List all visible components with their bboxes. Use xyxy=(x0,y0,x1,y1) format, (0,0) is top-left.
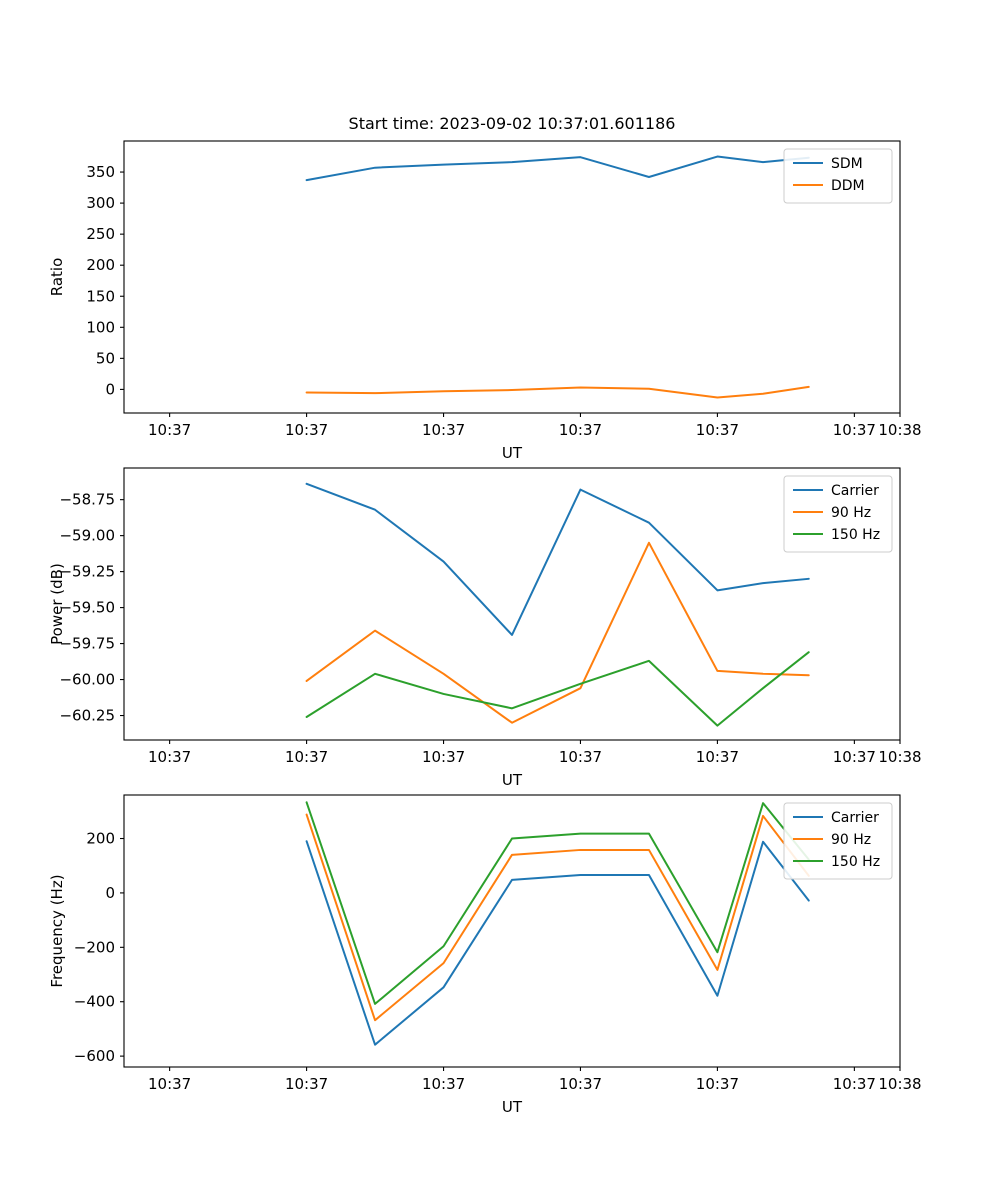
ratio-panel-ytick-label: 50 xyxy=(96,349,115,367)
power-panel-ytick-label: −60.00 xyxy=(59,671,115,689)
ratio-panel-line-sdm xyxy=(305,155,810,182)
ratio-panel-legend-label: DDM xyxy=(831,178,865,194)
power-panel-ytick-label: −60.25 xyxy=(59,707,115,725)
frequency-panel-ytick-label: 0 xyxy=(105,884,115,902)
frequency-panel-xtick-label: 10:37 xyxy=(833,1075,876,1093)
frequency-panel-ytick-label: 200 xyxy=(86,830,115,848)
ratio-panel-xtick-label: 10:37 xyxy=(559,421,602,439)
frequency-panel-xtick-label: 10:37 xyxy=(696,1075,739,1093)
ratio-panel-xtick-label: 10:38 xyxy=(878,421,921,439)
power-panel-ytick-label: −58.75 xyxy=(59,491,115,509)
power-panel-xtick-label: 10:37 xyxy=(833,748,876,766)
frequency-panel-ytick-label: −600 xyxy=(74,1047,115,1065)
power-panel-frame xyxy=(123,467,901,741)
power-panel-ylabel: Power (dB) xyxy=(48,563,66,645)
ratio-panel-ytick-label: 150 xyxy=(86,287,115,305)
power-panel-xtick-label: 10:37 xyxy=(559,748,602,766)
power-panel: −58.75 −59.00 −59.25 −59.50 −59.75 −60.00 −60.… xyxy=(48,467,922,789)
ratio-panel-ytick-label: 0 xyxy=(105,380,115,398)
ratio-panel-ytick-label: 200 xyxy=(86,256,115,274)
frequency-panel-legend-label: 90 Hz xyxy=(831,832,871,848)
frequency-panel-legend: Carrier 90 Hz 150 Hz xyxy=(783,802,893,880)
power-panel-legend-label: Carrier xyxy=(831,483,879,499)
ratio-panel-frame xyxy=(123,140,901,414)
ratio-panel-xtick-label: 10:37 xyxy=(422,421,465,439)
power-panel-line-90-hz xyxy=(305,541,810,724)
frequency-panel-line-150-hz xyxy=(305,801,810,1005)
ratio-panel-ytick-label: 250 xyxy=(86,225,115,243)
power-panel-line-carrier xyxy=(305,482,810,636)
ratio-panel-xtick-label: 10:37 xyxy=(696,421,739,439)
frequency-panel-frame xyxy=(123,794,901,1068)
frequency-panel-legend-label: Carrier xyxy=(831,810,879,826)
frequency-panel-ytick-label: −200 xyxy=(74,938,115,956)
power-panel-ytick-label: −59.00 xyxy=(59,527,115,545)
frequency-panel-xtick-label: 10:38 xyxy=(878,1075,921,1093)
ratio-panel-ytick-label: 300 xyxy=(86,194,115,212)
frequency-panel-xtick-label: 10:37 xyxy=(285,1075,328,1093)
ratio-panel-ylabel: Ratio xyxy=(48,258,66,297)
ratio-panel-xlabel: UT xyxy=(502,444,523,462)
frequency-panel-ylabel: Frequency (Hz) xyxy=(48,874,66,987)
ratio-panel-series-group xyxy=(305,155,810,399)
power-panel-series-group xyxy=(305,482,810,727)
ratio-panel-xtick-label: 10:37 xyxy=(285,421,328,439)
frequency-panel-xtick-label: 10:37 xyxy=(148,1075,191,1093)
ratio-panel-line-ddm xyxy=(305,385,810,399)
figure-title: Start time: 2023-09-02 10:37:01.601186 xyxy=(349,114,676,133)
frequency-panel-series-group xyxy=(305,801,810,1046)
frequency-panel-xtick-label: 10:37 xyxy=(422,1075,465,1093)
power-panel-xlabel: UT xyxy=(502,771,523,789)
ratio-panel-xtick-label: 10:37 xyxy=(148,421,191,439)
ratio-panel-ytick-label: 350 xyxy=(86,163,115,181)
power-panel-line-150-hz xyxy=(305,651,810,727)
frequency-panel-line-carrier xyxy=(305,840,810,1046)
power-panel-legend: Carrier 90 Hz 150 Hz xyxy=(783,475,893,553)
power-panel-xtick-label: 10:37 xyxy=(148,748,191,766)
ratio-panel-xtick-label: 10:37 xyxy=(833,421,876,439)
ratio-panel: Start time: 2023-09-02 10:37:01.601186 0 5… xyxy=(48,114,922,462)
ratio-panel-legend: SDM DDM xyxy=(783,148,893,204)
power-panel-ytick-label: −59.75 xyxy=(59,635,115,653)
power-panel-xtick-label: 10:37 xyxy=(696,748,739,766)
frequency-panel-xlabel: UT xyxy=(502,1098,523,1116)
power-panel-xtick-label: 10:37 xyxy=(422,748,465,766)
frequency-panel-legend-label: 150 Hz xyxy=(831,854,880,870)
power-panel-ytick-label: −59.50 xyxy=(59,599,115,617)
power-panel-xtick-label: 10:37 xyxy=(285,748,328,766)
power-panel-legend-label: 90 Hz xyxy=(831,505,871,521)
ratio-panel-ytick-label: 100 xyxy=(86,318,115,336)
frequency-panel-ytick-label: −400 xyxy=(74,993,115,1011)
frequency-panel-line-90-hz xyxy=(305,813,810,1022)
frequency-panel-xtick-label: 10:37 xyxy=(559,1075,602,1093)
power-panel-ytick-label: −59.25 xyxy=(59,563,115,581)
power-panel-xtick-label: 10:38 xyxy=(878,748,921,766)
power-panel-legend-label: 150 Hz xyxy=(831,527,880,543)
ratio-panel-legend-label: SDM xyxy=(831,156,863,172)
